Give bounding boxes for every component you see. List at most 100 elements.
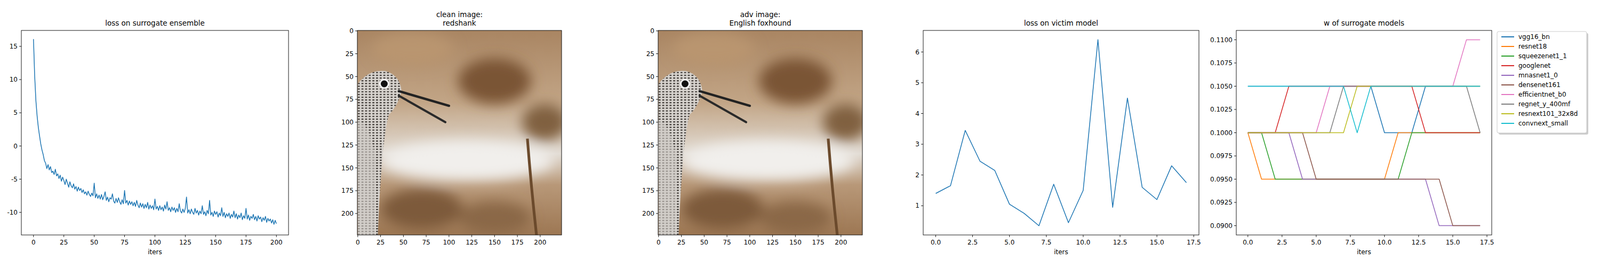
x-tick	[681, 234, 682, 237]
x-tick-label: 75	[120, 238, 129, 246]
legend-swatch	[1501, 103, 1515, 105]
x-tick-label: 125	[766, 238, 779, 246]
y-tick	[355, 53, 358, 54]
title-line: clean image:	[436, 10, 483, 19]
y-tick-label: 1	[915, 201, 920, 210]
y-tick-label: 3	[915, 140, 920, 148]
x-tick	[658, 234, 659, 237]
y-tick	[656, 212, 659, 214]
blob	[458, 201, 532, 235]
x-tick-label: 50	[399, 238, 408, 246]
x-tick-label: 10.0	[1377, 238, 1392, 246]
y-tick	[355, 144, 358, 146]
legend-swatch	[1501, 55, 1515, 57]
data-line	[1248, 85, 1480, 133]
data-line	[1248, 132, 1480, 180]
y-tick-label: 0.0925	[1210, 198, 1233, 206]
data-line	[936, 39, 1187, 226]
x-tick	[426, 234, 427, 237]
legend: vgg16_bnresnet18squeezenet1_1googlenetmn…	[1497, 31, 1589, 135]
x-tick-label: 0	[355, 238, 360, 246]
x-label: iters	[1053, 248, 1069, 256]
y-tick	[19, 145, 22, 147]
y-tick	[355, 190, 358, 191]
y-tick-label: 50	[345, 73, 354, 81]
y-tick-label: 75	[345, 95, 354, 103]
x-tick-label: 12.5	[1113, 238, 1128, 246]
data-line	[1248, 85, 1480, 133]
legend-swatch	[1501, 113, 1515, 115]
x-tick	[1120, 234, 1121, 237]
y-tick	[1234, 39, 1237, 40]
x-tick	[448, 234, 450, 237]
x-tick-label: 100	[148, 238, 162, 246]
panel: 0255075100125150175200025507510012515017…	[341, 10, 568, 246]
y-tick	[921, 51, 924, 53]
x-tick	[471, 234, 472, 237]
title: loss on victim model	[1024, 18, 1099, 28]
y-tick-label: 0.1075	[1210, 59, 1233, 67]
y-tick-label: 100	[642, 118, 655, 126]
y-tick-label: 0.1100	[1210, 36, 1233, 44]
x-tick	[1349, 234, 1351, 237]
frame	[357, 30, 562, 235]
frame	[1236, 30, 1492, 235]
x-tick	[93, 234, 95, 237]
y-tick	[656, 30, 659, 31]
title-line: loss on victim model	[1024, 18, 1099, 28]
blob	[371, 32, 454, 66]
panel: 0255075100125150175200-10-5051015loss on…	[6, 18, 289, 256]
x-tick-label: 75	[722, 238, 731, 246]
y-tick	[19, 112, 22, 114]
x-tick-label: 0	[656, 238, 661, 246]
x-tick	[1315, 234, 1317, 237]
x-tick	[517, 234, 518, 237]
x-tick-label: 175	[240, 238, 253, 246]
eye	[380, 80, 388, 88]
x-tick	[33, 234, 34, 237]
data-line	[1248, 132, 1480, 226]
eye-ring	[680, 78, 691, 90]
legend-swatch	[1501, 45, 1515, 47]
blob	[758, 58, 832, 104]
y-tick-label: 6	[915, 48, 920, 56]
y-tick	[656, 121, 659, 123]
plot-area	[357, 30, 562, 235]
y-tick	[1234, 178, 1237, 180]
legend-label: squeezenet1_1	[1518, 52, 1567, 60]
x-tick	[726, 234, 728, 237]
x-tick	[1045, 234, 1047, 237]
x-tick-label: 150	[209, 238, 222, 246]
y-tick-label: 0.1050	[1210, 82, 1233, 91]
y-tick	[1234, 85, 1237, 87]
y-tick-label: -5	[11, 175, 18, 183]
x-tick-label: 17.5	[1480, 238, 1495, 246]
y-tick-label: 4	[915, 109, 920, 118]
y-tick-label: 75	[646, 95, 655, 103]
x-tick	[63, 234, 64, 237]
y-tick	[1234, 62, 1237, 63]
blob	[822, 104, 863, 141]
legend-label: vgg16_bn	[1518, 33, 1550, 41]
panel: 0.02.55.07.510.012.515.017.5123456loss o…	[915, 18, 1201, 256]
y-tick-label: 0.0950	[1210, 175, 1233, 183]
x-tick-label: 0.0	[1242, 238, 1253, 246]
y-tick-label: 125	[642, 141, 655, 149]
x-tick	[772, 234, 773, 237]
y-tick-label: 0.1000	[1210, 129, 1233, 137]
y-tick	[656, 99, 659, 100]
y-tick-label: 0	[349, 27, 354, 35]
x-tick	[494, 234, 495, 237]
y-tick	[921, 205, 924, 206]
data-line	[1248, 85, 1480, 133]
x-tick	[1247, 234, 1248, 237]
blob	[758, 201, 832, 235]
y-tick-label: 150	[341, 164, 354, 172]
eye	[681, 80, 689, 88]
y-tick	[355, 76, 358, 77]
legend-box	[1497, 31, 1587, 133]
y-tick-label: 200	[341, 209, 354, 218]
x-tick	[124, 234, 125, 237]
x-tick	[1281, 234, 1283, 237]
y-tick	[19, 178, 22, 180]
